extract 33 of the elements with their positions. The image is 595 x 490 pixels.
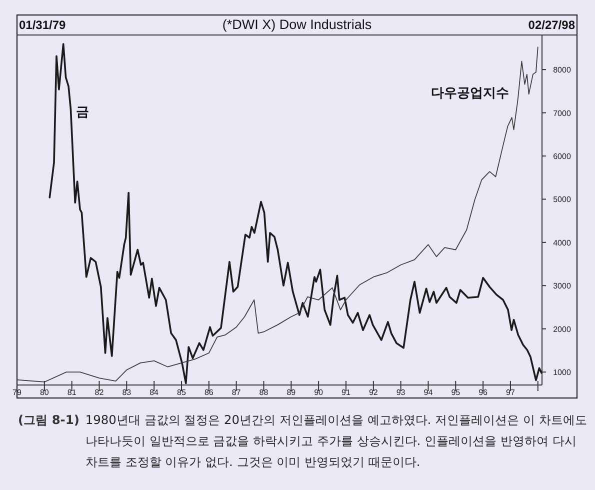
text: 02/27/98 xyxy=(528,18,576,32)
x-tick-label: 97 xyxy=(506,388,516,397)
x-tick-label: 88 xyxy=(259,388,269,397)
x-tick-label: 82 xyxy=(94,388,104,397)
x-tick-label: 86 xyxy=(204,388,214,397)
x-tick-label: 85 xyxy=(177,388,186,397)
x-tick-label: 81 xyxy=(67,388,77,397)
y-tick-label: 3000 xyxy=(553,282,572,291)
y-tick-label: 1000 xyxy=(553,368,572,378)
y-tick-label: 2000 xyxy=(553,324,572,334)
x-tick-label: 89 xyxy=(286,388,296,397)
x-tick-label: 87 xyxy=(232,388,242,397)
y-tick-label: 4000 xyxy=(553,238,572,248)
x-tick-label: 95 xyxy=(451,388,461,397)
y-tick-label: 7000 xyxy=(553,108,572,118)
x-tick-label: 84 xyxy=(150,388,160,397)
x-tick-label: 96 xyxy=(478,388,488,397)
text: (그림 8-1) xyxy=(18,412,80,429)
y-tick-label: 6000 xyxy=(553,152,572,161)
x-tick-label: 94 xyxy=(424,388,434,397)
x-tick-label: 92 xyxy=(368,388,378,397)
chart-title: (*DWI X) Dow Industrials xyxy=(222,17,372,32)
x-tick-label: 93 xyxy=(396,388,406,397)
y-tick-label: 5000 xyxy=(553,195,572,204)
x-tick-label: 90 xyxy=(314,388,324,397)
y-tick-label: 8000 xyxy=(553,66,572,75)
text: 01/31/79 xyxy=(19,18,66,32)
series-label: 다우공업지수 xyxy=(430,85,509,100)
x-tick-label: 83 xyxy=(122,388,132,397)
text: 1980년대 금값의 절정은 20년간의 저인플레이션을 예고하였다. 저인플레이션은 이 차트에도 나타나듯이 일반적으로 금값을 하락시키고 주가를 상승시킨다. 인플레이션을 반영하여 다시 차트를 조정할 이유가 없다. 그것은 이미 반영되었기 때문이다. xyxy=(85,412,588,471)
series-label: 금 xyxy=(76,104,89,120)
x-tick-label: 91 xyxy=(342,388,351,397)
x-tick-label: 80 xyxy=(40,388,50,397)
